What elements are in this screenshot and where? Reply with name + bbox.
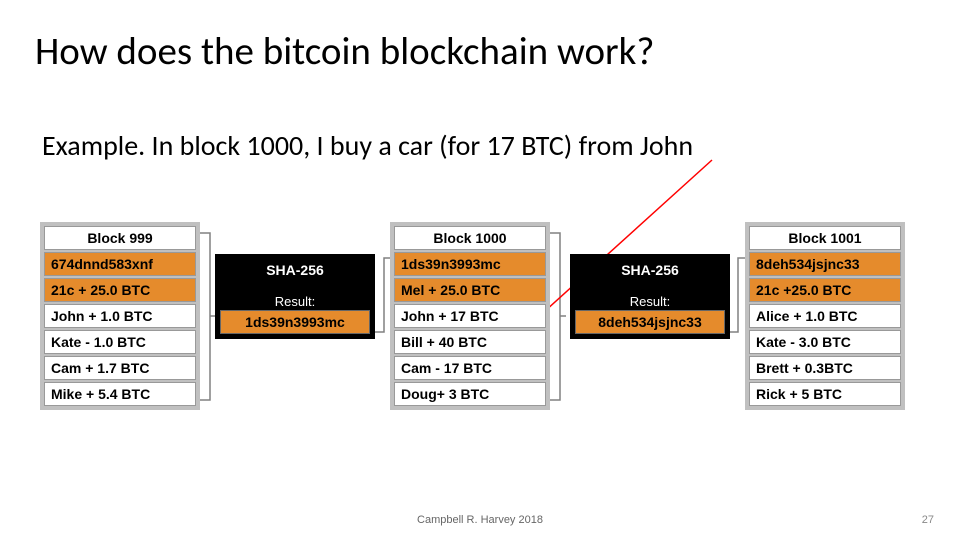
block-tx: Doug+ 3 BTC — [394, 382, 546, 406]
block-tx: Cam - 17 BTC — [394, 356, 546, 380]
block-tx: John + 17 BTC — [394, 304, 546, 328]
sha-result: 1ds39n3993mc — [220, 310, 370, 334]
block-header: Block 999 — [44, 226, 196, 250]
block-panel-1001: Block 1001 8deh534jsjnc33 21c +25.0 BTC … — [745, 222, 905, 410]
block-panel-1000: Block 1000 1ds39n3993mc Mel + 25.0 BTC J… — [390, 222, 550, 410]
sha-panel-1: SHA-256 Result: 1ds39n3993mc — [215, 254, 375, 339]
block-header: Block 1001 — [749, 226, 901, 250]
block-coinbase: Mel + 25.0 BTC — [394, 278, 546, 302]
block-tx: Kate - 3.0 BTC — [749, 330, 901, 354]
slide-number: 27 — [922, 514, 934, 526]
footer-attribution: Campbell R. Harvey 2018 — [0, 514, 960, 526]
block-coinbase: 21c +25.0 BTC — [749, 278, 901, 302]
sha-result-label: Result: — [572, 280, 728, 309]
block-tx: Alice + 1.0 BTC — [749, 304, 901, 328]
block-hash: 8deh534jsjnc33 — [749, 252, 901, 276]
block-tx: Kate - 1.0 BTC — [44, 330, 196, 354]
sha-label: SHA-256 — [572, 256, 728, 280]
block-tx: Brett + 0.3BTC — [749, 356, 901, 380]
sha-result: 8deh534jsjnc33 — [575, 310, 725, 334]
block-hash: 674dnnd583xnf — [44, 252, 196, 276]
example-subtitle: Example. In block 1000, I buy a car (for… — [42, 128, 693, 163]
block-tx: Bill + 40 BTC — [394, 330, 546, 354]
block-tx: Cam + 1.7 BTC — [44, 356, 196, 380]
block-tx: Rick + 5 BTC — [749, 382, 901, 406]
block-header: Block 1000 — [394, 226, 546, 250]
sha-panel-2: SHA-256 Result: 8deh534jsjnc33 — [570, 254, 730, 339]
sha-result-label: Result: — [217, 280, 373, 309]
block-panel-999: Block 999 674dnnd583xnf 21c + 25.0 BTC J… — [40, 222, 200, 410]
page-title: How does the bitcoin blockchain work? — [35, 28, 654, 75]
block-hash: 1ds39n3993mc — [394, 252, 546, 276]
sha-label: SHA-256 — [217, 256, 373, 280]
block-tx: Mike + 5.4 BTC — [44, 382, 196, 406]
block-tx: John + 1.0 BTC — [44, 304, 196, 328]
block-coinbase: 21c + 25.0 BTC — [44, 278, 196, 302]
